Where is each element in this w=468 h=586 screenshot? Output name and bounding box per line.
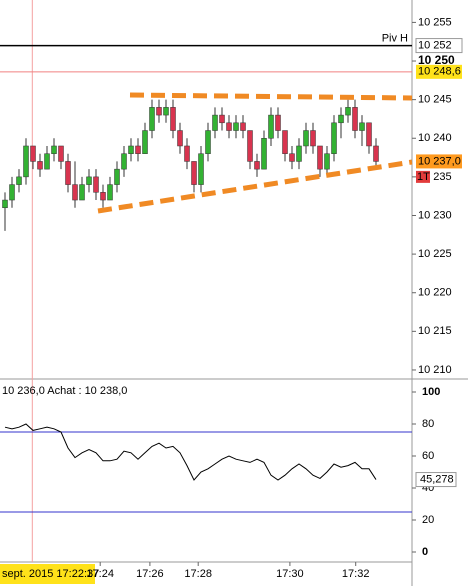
crosshair-label: sept. 2015 17:22:37 (2, 568, 99, 580)
level-box (416, 154, 462, 169)
y-tick-label: 10 225 (418, 248, 452, 260)
candle-body (233, 122, 239, 131)
candle-body (317, 145, 323, 170)
candle-body (156, 107, 162, 116)
candle-body (107, 184, 113, 201)
candle-body (149, 107, 155, 131)
y-tick-label: 100 (422, 386, 440, 398)
candle-body (128, 145, 134, 154)
candle-body (93, 176, 99, 193)
y-tick-label: 10 210 (418, 364, 452, 376)
y-tick-label: 20 (422, 514, 434, 526)
candle-body (296, 145, 302, 162)
y-tick-label: 60 (422, 450, 434, 462)
level-label: 10 248,6 (418, 66, 461, 78)
candle-body (100, 192, 106, 201)
candle-body (310, 130, 316, 147)
candle-body (219, 114, 225, 124)
candle-body (121, 153, 127, 170)
candle-body (352, 107, 358, 131)
candle-body (51, 145, 57, 154)
candle-body (135, 145, 141, 154)
indicator-title: 10 236,0 Achat : 10 238,0 (2, 385, 127, 397)
candle-body (338, 114, 344, 124)
candle-body (65, 161, 71, 185)
candle-body (23, 145, 29, 178)
y-tick-label: 10 220 (418, 287, 452, 299)
x-tick-label: 17:30 (276, 568, 304, 580)
candle-body (345, 107, 351, 116)
candle-body (261, 138, 267, 170)
candle-body (289, 153, 295, 162)
y-tick-label: 10 240 (418, 132, 452, 144)
candle-body (30, 145, 36, 162)
candle-body (247, 130, 253, 162)
y-tick-label: 0 (422, 546, 428, 558)
candle-body (254, 161, 260, 170)
level-box (416, 64, 462, 79)
marker-box (416, 170, 430, 183)
candle-body (359, 122, 365, 131)
value-label: 45,278 (420, 473, 454, 485)
candle-body (177, 130, 183, 147)
candle-body (198, 153, 204, 185)
candle-body (184, 145, 190, 162)
candle-body (268, 114, 274, 139)
candle-body (142, 130, 148, 154)
y-tick-label: 10 215 (418, 325, 452, 337)
value-label-box (415, 472, 457, 488)
crosshair-label-box (0, 564, 95, 584)
candle-body (303, 130, 309, 147)
candle-body (373, 145, 379, 162)
candle-body (2, 199, 8, 209)
candle-body (205, 130, 211, 154)
indicator-line (4, 423, 377, 481)
candle-body (366, 122, 372, 147)
candle-body (86, 176, 92, 185)
x-tick-label: 17:28 (184, 568, 212, 580)
candle-body (163, 107, 169, 116)
x-tick-label: 17:24 (86, 568, 114, 580)
level-label: 10 237,0 (418, 155, 461, 167)
y-tick-label: 10 250 (418, 53, 455, 67)
candle-body (212, 114, 218, 131)
candle-body (191, 161, 197, 185)
candle-body (72, 184, 78, 201)
candle-body (170, 107, 176, 131)
y-tick-label: 10 245 (418, 94, 452, 106)
marker-label: 1T (417, 171, 430, 183)
y-tick-label: 10 230 (418, 209, 452, 221)
candle-body (331, 122, 337, 154)
level-label: 10 252 (418, 39, 452, 51)
support-line (97, 159, 413, 214)
candle-body (44, 153, 50, 170)
level-name: Piv H (382, 32, 408, 44)
candle-body (58, 145, 64, 162)
candle-body (79, 184, 85, 201)
x-tick-label: 17:26 (136, 568, 164, 580)
x-tick-label: 17:32 (342, 568, 370, 580)
candle-body (9, 184, 15, 201)
trendlines (97, 92, 413, 214)
candle-body (37, 161, 43, 170)
candle-body (16, 176, 22, 185)
level-box (415, 38, 463, 54)
candle-body (240, 122, 246, 131)
candle-body (282, 130, 288, 154)
candle-body (114, 168, 120, 185)
y-tick-label: 80 (422, 418, 434, 430)
y-tick-label: 10 255 (418, 16, 452, 28)
candle-body (275, 114, 281, 131)
resistance-line (129, 92, 413, 101)
candle-body (324, 153, 330, 170)
candle-body (226, 122, 232, 131)
